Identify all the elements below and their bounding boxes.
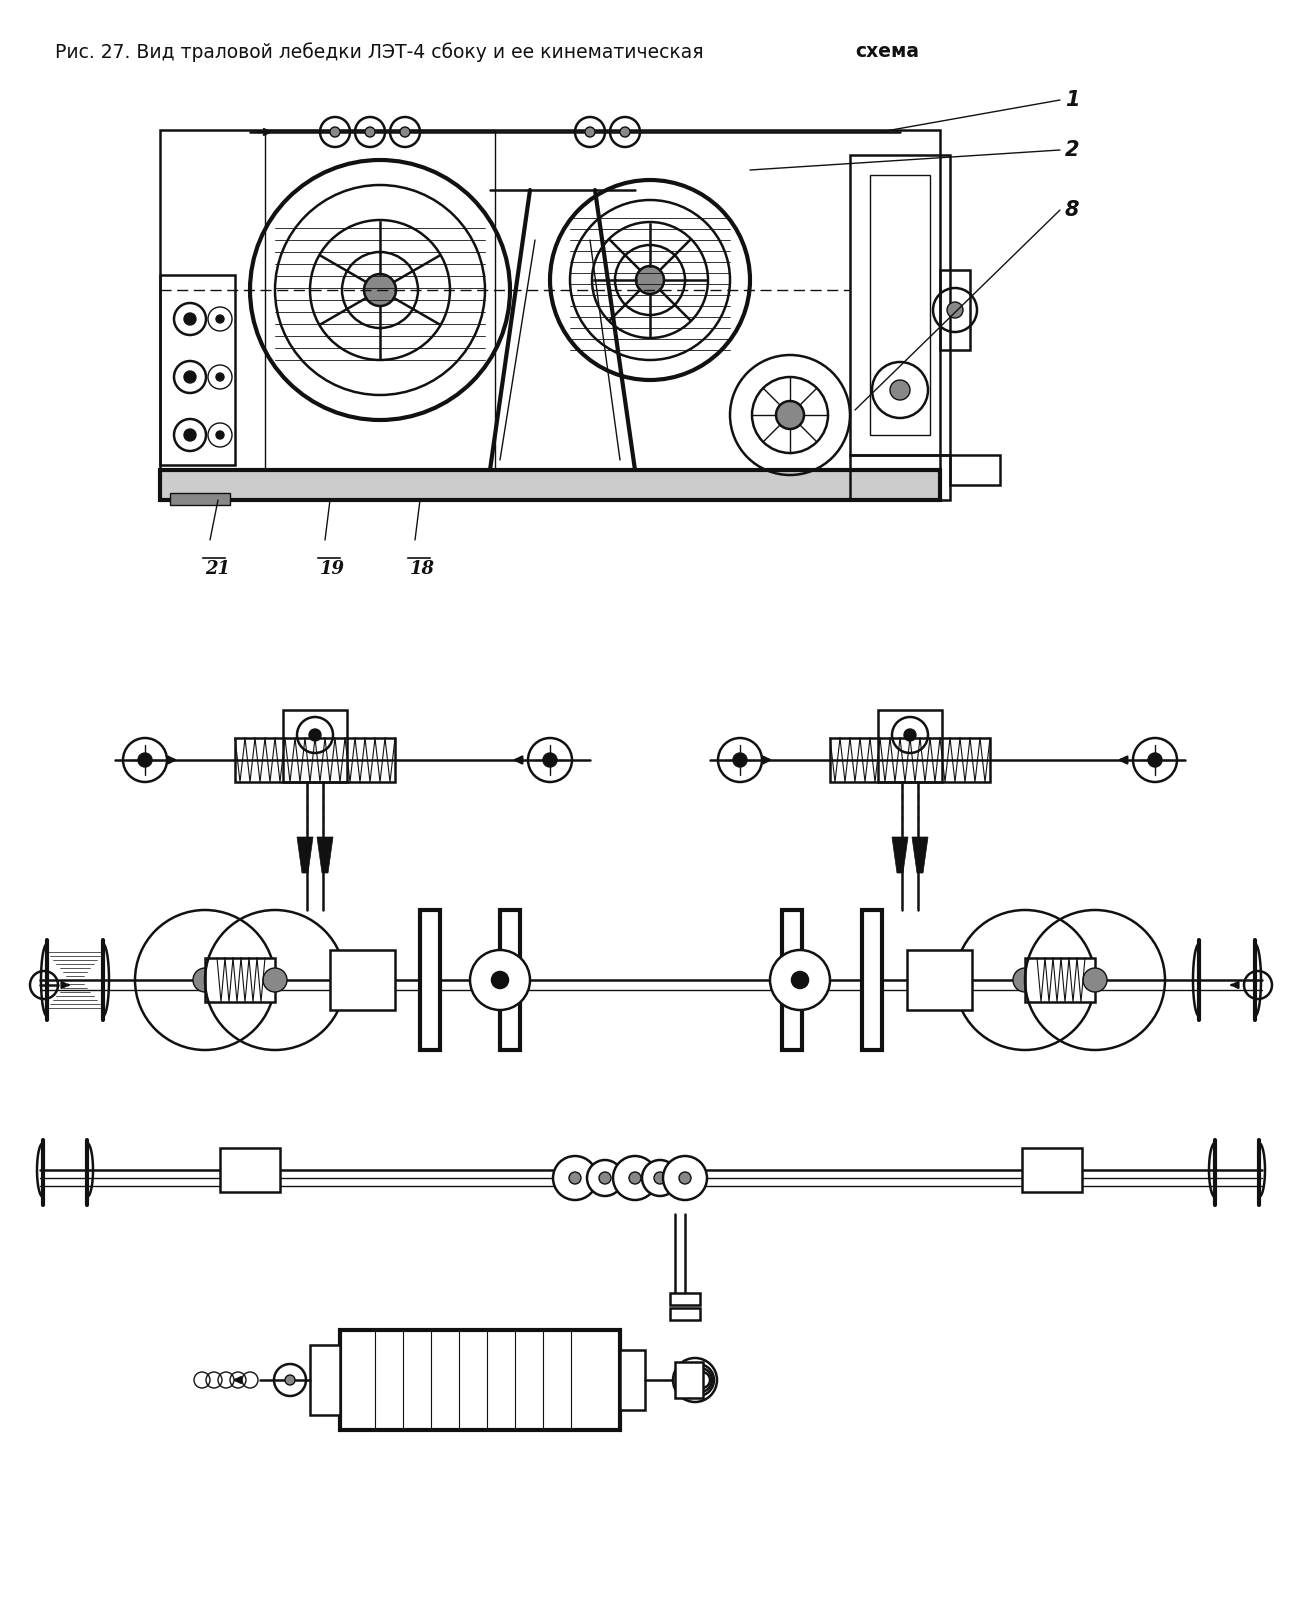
Circle shape	[776, 402, 805, 429]
Text: 19: 19	[320, 560, 345, 578]
Polygon shape	[892, 837, 907, 874]
Circle shape	[216, 373, 224, 381]
Circle shape	[599, 1171, 611, 1184]
Bar	[266, 130, 495, 470]
Circle shape	[613, 1155, 658, 1200]
Text: Рис. 27. Вид траловой лебедки ЛЭТ-4 сбоку и ее кинематическая: Рис. 27. Вид траловой лебедки ЛЭТ-4 сбок…	[55, 42, 710, 62]
Bar	[1022, 1149, 1082, 1192]
Bar	[620, 1350, 644, 1410]
Bar	[907, 950, 973, 1010]
Circle shape	[470, 950, 530, 1010]
Circle shape	[553, 1155, 598, 1200]
Bar	[160, 470, 940, 499]
Bar	[204, 958, 275, 1002]
Circle shape	[1083, 968, 1107, 992]
Polygon shape	[911, 837, 928, 874]
Circle shape	[569, 1171, 581, 1184]
Text: 21: 21	[204, 560, 230, 578]
Bar	[340, 1330, 620, 1430]
Circle shape	[184, 429, 197, 442]
Circle shape	[216, 315, 224, 323]
Circle shape	[733, 754, 747, 766]
Circle shape	[792, 971, 809, 987]
Circle shape	[138, 754, 152, 766]
Circle shape	[673, 1358, 717, 1402]
Circle shape	[635, 266, 664, 294]
Circle shape	[1148, 754, 1161, 766]
Bar	[329, 950, 395, 1010]
Circle shape	[184, 314, 197, 325]
Bar	[283, 710, 348, 782]
Polygon shape	[297, 837, 312, 874]
Bar	[783, 910, 802, 1050]
Bar	[171, 493, 230, 506]
Circle shape	[492, 971, 508, 987]
Circle shape	[216, 430, 224, 438]
Circle shape	[682, 1363, 713, 1395]
Circle shape	[587, 1160, 622, 1197]
Bar	[421, 910, 440, 1050]
Bar	[940, 270, 970, 350]
Text: схема: схема	[855, 42, 919, 61]
Circle shape	[309, 730, 322, 741]
Bar	[671, 1309, 700, 1320]
Circle shape	[687, 1368, 712, 1392]
Bar	[862, 910, 881, 1050]
Circle shape	[285, 1374, 296, 1386]
Circle shape	[694, 1371, 710, 1387]
Bar	[500, 910, 519, 1050]
Bar	[160, 470, 940, 499]
Bar	[850, 155, 950, 454]
Circle shape	[400, 126, 410, 138]
Polygon shape	[316, 837, 333, 874]
Circle shape	[620, 126, 630, 138]
Circle shape	[365, 274, 396, 306]
Circle shape	[654, 1171, 667, 1184]
Circle shape	[629, 1171, 641, 1184]
Circle shape	[663, 1155, 707, 1200]
Bar	[234, 738, 395, 782]
Bar	[878, 710, 943, 782]
Circle shape	[365, 126, 375, 138]
Bar	[870, 174, 930, 435]
Circle shape	[585, 126, 595, 138]
Text: 18: 18	[410, 560, 435, 578]
Text: 8: 8	[1065, 200, 1079, 219]
Circle shape	[680, 1171, 691, 1184]
Circle shape	[904, 730, 917, 741]
Text: 2: 2	[1065, 141, 1079, 160]
Circle shape	[1013, 968, 1036, 992]
Circle shape	[543, 754, 557, 766]
Circle shape	[263, 968, 286, 992]
Bar	[850, 454, 950, 499]
Bar	[1025, 958, 1095, 1002]
Bar	[160, 275, 234, 466]
Circle shape	[193, 968, 217, 992]
Bar	[310, 1346, 340, 1414]
Bar	[950, 454, 1000, 485]
Circle shape	[642, 1160, 678, 1197]
Bar	[829, 738, 990, 782]
Circle shape	[947, 302, 963, 318]
Circle shape	[329, 126, 340, 138]
Bar	[671, 1293, 700, 1306]
Circle shape	[184, 371, 197, 382]
Bar	[674, 1362, 703, 1398]
Bar	[160, 130, 940, 470]
Circle shape	[891, 379, 910, 400]
Text: 1: 1	[1065, 90, 1079, 110]
Circle shape	[769, 950, 829, 1010]
Bar	[220, 1149, 280, 1192]
